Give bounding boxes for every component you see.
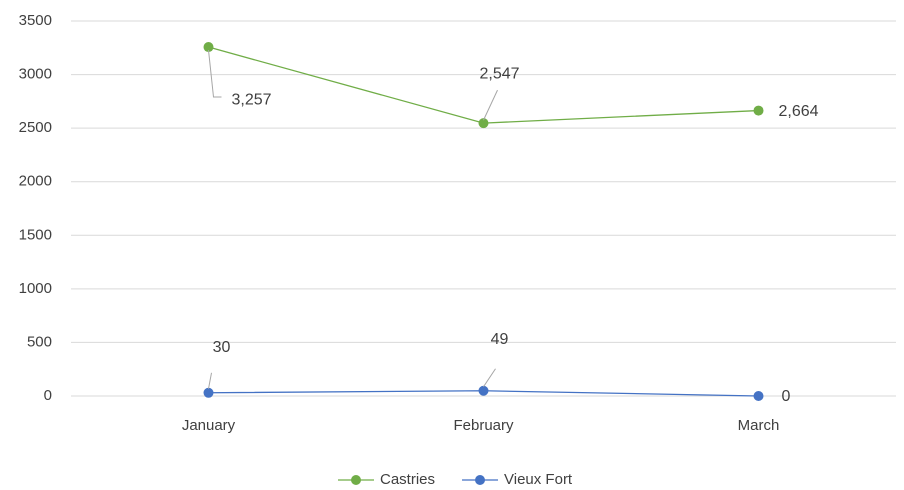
leader-line: [208, 372, 212, 389]
y-tick-label: 1500: [19, 226, 52, 243]
y-tick-label: 2500: [19, 119, 52, 136]
data-label: 49: [491, 331, 509, 348]
data-label: 30: [213, 339, 231, 356]
x-tick-label: February: [453, 417, 514, 434]
x-tick-label: January: [182, 417, 236, 434]
y-tick-label: 3500: [19, 12, 52, 29]
legend-marker: [351, 475, 361, 485]
y-tick-label: 3000: [19, 66, 52, 83]
series-line: [208, 46, 759, 124]
leader-line: [483, 89, 498, 121]
legend-label: Castries: [380, 471, 435, 488]
point-marker: [478, 385, 489, 396]
point-marker: [203, 42, 214, 53]
legend-marker: [475, 475, 486, 485]
data-label: 0: [782, 388, 791, 405]
y-tick-label: 1000: [19, 280, 52, 297]
point-marker: [203, 387, 214, 398]
point-marker: [478, 118, 489, 129]
data-label: 2,664: [779, 103, 819, 120]
data-label: 2,547: [479, 65, 519, 82]
x-tick-label: March: [738, 417, 780, 434]
point-marker: [753, 105, 764, 116]
legend-label: Vieux Fort: [504, 471, 573, 488]
y-tick-label: 0: [44, 387, 52, 404]
data-label: 3,257: [232, 91, 272, 108]
leader-line: [483, 368, 496, 388]
y-tick-label: 500: [27, 333, 52, 350]
point-marker: [753, 391, 764, 401]
leader-line: [208, 49, 222, 98]
y-tick-label: 2000: [19, 173, 52, 190]
